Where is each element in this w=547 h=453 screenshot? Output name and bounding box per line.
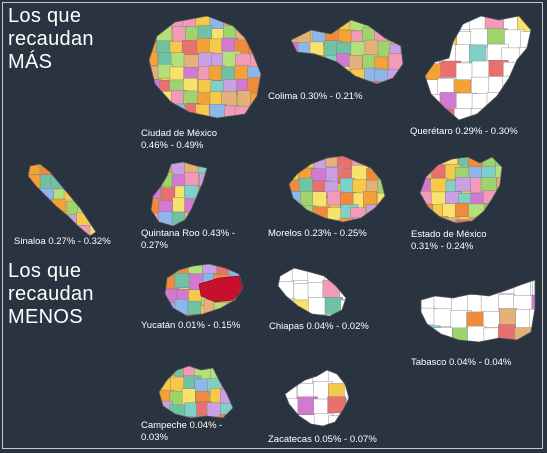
- label-yucatan: Yucatán 0.01% - 0.15%: [141, 320, 241, 331]
- map-edomex: [419, 156, 503, 224]
- map-cdmx: [148, 15, 262, 119]
- map-campeche: [158, 365, 234, 419]
- heading-mas: Los que recaudan MÁS: [8, 5, 94, 73]
- label-morelos: Morelos 0.23% - 0.25%: [268, 228, 367, 239]
- label-chiapas: Chiapas 0.04% - 0.02%: [269, 321, 369, 332]
- map-sinaloa: [27, 163, 97, 237]
- label-qroo: Quintana Roo 0.43% -0.27%: [141, 228, 236, 251]
- map-colima: [290, 19, 404, 85]
- label-campeche: Campeche 0.04% -0.03%: [141, 420, 223, 443]
- label-edomex: Estado de México 0.31% - 0.24%: [411, 229, 487, 252]
- label-colima: Colima 0.30% - 0.21%: [268, 91, 363, 102]
- map-queretaro: [424, 15, 532, 121]
- label-sinaloa: Sinaloa 0.27% - 0.32%: [14, 236, 111, 247]
- map-yucatan: [164, 263, 244, 317]
- map-tabasco: [420, 279, 536, 343]
- slide-border: [2, 2, 543, 449]
- label-tabasco: Tabasco 0.04% - 0.04%: [411, 357, 512, 368]
- map-morelos: [288, 155, 386, 223]
- map-chiapas: [277, 267, 347, 317]
- map-zacatecas: [284, 369, 350, 427]
- label-queretaro: Querétaro 0.29% - 0.30%: [410, 126, 518, 137]
- label-cdmx: Ciudad de México 0.46% - 0.49%: [141, 128, 218, 151]
- map-qroo: [150, 161, 208, 227]
- heading-menos: Los que recaudan MENOS: [8, 260, 94, 328]
- label-zacatecas: Zacatecas 0.05% - 0.07%: [268, 434, 377, 445]
